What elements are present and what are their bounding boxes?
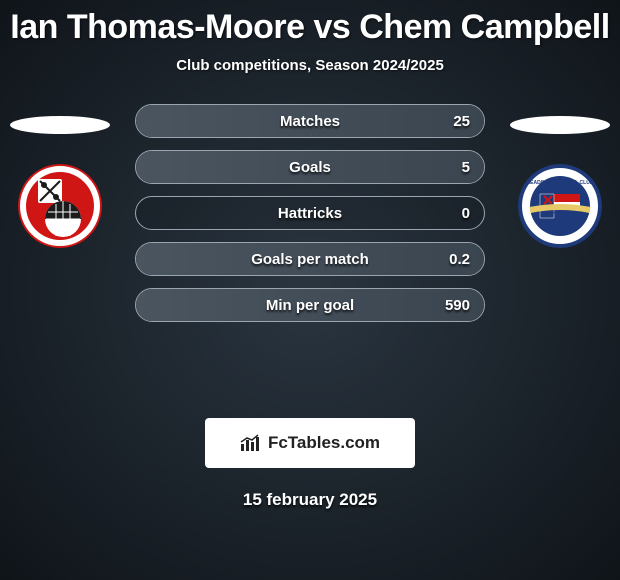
watermark-text: FcTables.com — [268, 433, 380, 453]
chart-icon — [240, 434, 262, 452]
row-label: Matches — [280, 113, 340, 130]
stat-row: Goals 5 — [135, 150, 485, 184]
comparison-area: READING FOOTBALL CLUB EST. 1871 Matches 2… — [0, 104, 620, 404]
row-label: Hattricks — [278, 205, 342, 222]
svg-text:READING FOOTBALL CLUB: READING FOOTBALL CLUB — [527, 180, 594, 186]
watermark: FcTables.com — [205, 418, 415, 468]
row-label: Min per goal — [266, 297, 354, 314]
row-value-right: 0 — [462, 205, 470, 222]
left-club-logo — [18, 164, 102, 248]
row-label: Goals per match — [251, 251, 369, 268]
right-club-logo: READING FOOTBALL CLUB EST. 1871 — [518, 164, 602, 248]
row-value-right: 0.2 — [449, 251, 470, 268]
row-label: Goals — [289, 159, 331, 176]
svg-text:EST. 1871: EST. 1871 — [551, 210, 570, 215]
row-value-right: 590 — [445, 297, 470, 314]
row-value-right: 25 — [453, 113, 470, 130]
page-title: Ian Thomas-Moore vs Chem Campbell — [0, 0, 620, 47]
stat-rows: Matches 25 Goals 5 Hattricks 0 Goals per match… — [135, 104, 485, 334]
subtitle: Club competitions, Season 2024/2025 — [0, 57, 620, 74]
left-ellipse — [10, 116, 110, 134]
row-value-right: 5 — [462, 159, 470, 176]
date-label: 15 february 2025 — [0, 490, 620, 510]
right-ellipse — [510, 116, 610, 134]
stat-row: Matches 25 — [135, 104, 485, 138]
stat-row: Goals per match 0.2 — [135, 242, 485, 276]
stat-row: Hattricks 0 — [135, 196, 485, 230]
stat-row: Min per goal 590 — [135, 288, 485, 322]
